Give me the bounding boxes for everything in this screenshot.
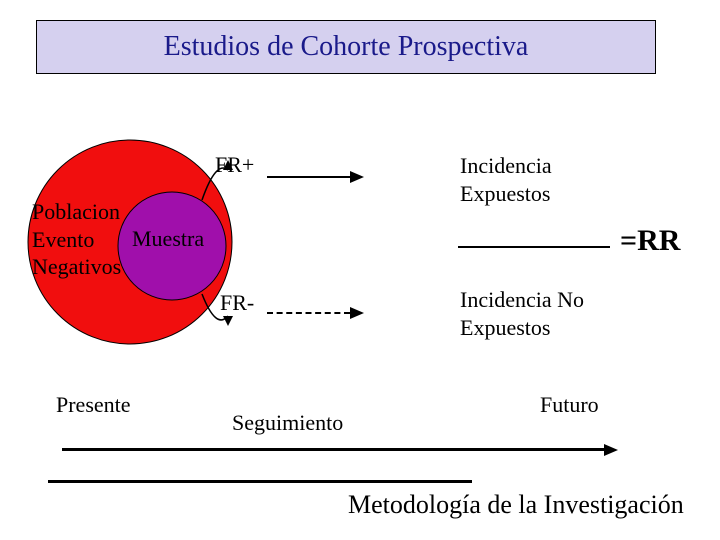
footer-text: Metodología de la Investigación [348, 490, 684, 520]
incidence-unexposed-line1: Incidencia No [460, 286, 584, 314]
fr-minus-arrow-head [350, 307, 364, 319]
future-label: Futuro [540, 392, 599, 418]
fr-plus-label: FR+ [215, 152, 254, 178]
timeline-arrow-head [604, 444, 618, 456]
fr-minus-label: FR- [220, 290, 254, 316]
fr-plus-arrow-head [350, 171, 364, 183]
incidence-unexposed-line2: Expuestos [460, 314, 584, 342]
present-label: Presente [56, 392, 131, 418]
footer-rule [48, 480, 472, 483]
rr-divider-line [458, 246, 610, 248]
incidence-exposed-label: Incidencia Expuestos [460, 152, 552, 207]
rr-label: =RR [620, 224, 680, 258]
incidence-unexposed-label: Incidencia No Expuestos [460, 286, 584, 341]
incidence-exposed-line2: Expuestos [460, 180, 552, 208]
followup-label: Seguimiento [232, 410, 343, 436]
fr-plus-arrow [267, 176, 350, 178]
population-line3: Negativos [32, 253, 121, 281]
population-line1: Poblacion [32, 198, 121, 226]
incidence-exposed-line1: Incidencia [460, 152, 552, 180]
fr-minus-arrow [267, 312, 350, 314]
population-line2: Evento [32, 226, 121, 254]
population-label: Poblacion Evento Negativos [32, 198, 121, 281]
sample-label: Muestra [132, 226, 204, 252]
timeline-arrow [62, 448, 604, 451]
